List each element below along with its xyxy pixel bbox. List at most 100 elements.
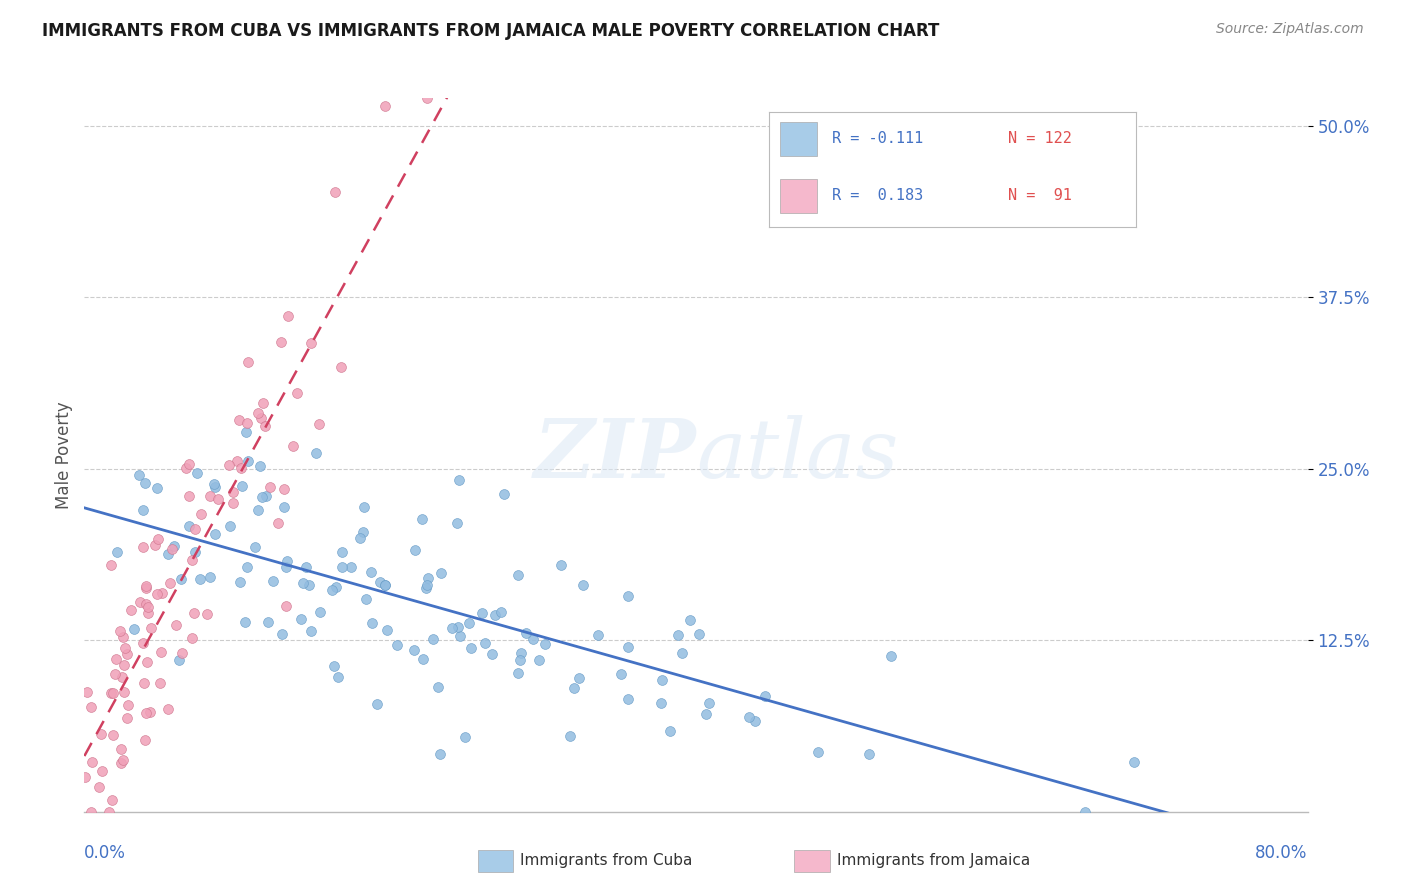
Point [135, 655, 157, 669]
Point [105, 544, 128, 558]
Point [75, 770, 97, 784]
Point [195, 607, 218, 621]
Point [411, 512, 433, 526]
Point [235, 615, 257, 630]
Text: Immigrants from Cuba: Immigrants from Cuba [520, 854, 693, 868]
Point [141, 622, 163, 636]
Point [190, 507, 212, 521]
Point [309, 606, 332, 620]
Point [100, 558, 122, 572]
Point [374, 98, 396, 112]
Point [90, 764, 112, 778]
Point [101, 728, 124, 742]
Point [366, 697, 388, 711]
Point [550, 558, 572, 573]
Point [253, 419, 276, 434]
Point [360, 565, 382, 579]
Point [325, 185, 347, 199]
Point [671, 646, 693, 660]
Point [273, 500, 295, 515]
Point [177, 457, 200, 471]
Point [586, 628, 609, 642]
Point [568, 671, 591, 685]
Point [325, 580, 347, 594]
Point [218, 458, 240, 472]
Point [132, 676, 155, 690]
Point [238, 454, 260, 468]
Point [737, 710, 759, 724]
Point [97, 805, 120, 819]
Point [474, 636, 496, 650]
Point [276, 554, 298, 568]
Point [114, 685, 136, 699]
Point [879, 648, 901, 663]
Point [131, 503, 153, 517]
Point [429, 747, 451, 762]
Point [446, 516, 468, 530]
Point [143, 538, 166, 552]
Point [135, 579, 157, 593]
Point [277, 309, 299, 323]
Point [257, 615, 280, 630]
Point [522, 632, 544, 646]
Point [183, 522, 205, 536]
Point [134, 476, 156, 491]
Point [368, 575, 391, 590]
Point [404, 542, 426, 557]
Point [308, 417, 330, 431]
Point [1074, 805, 1097, 819]
Text: atlas: atlas [696, 415, 898, 495]
Point [236, 559, 259, 574]
Point [454, 730, 477, 744]
Point [174, 461, 197, 475]
Point [252, 396, 274, 410]
Point [508, 666, 530, 681]
Point [179, 489, 201, 503]
Point [484, 607, 506, 622]
Point [262, 574, 284, 589]
Point [204, 527, 226, 541]
Point [354, 591, 377, 606]
Point [858, 747, 880, 761]
Text: 80.0%: 80.0% [1256, 844, 1308, 862]
Point [274, 559, 297, 574]
Point [688, 626, 710, 640]
Point [221, 485, 243, 500]
Point [183, 606, 205, 620]
Point [426, 680, 449, 694]
Point [172, 646, 194, 660]
Point [321, 582, 343, 597]
Point [650, 696, 672, 710]
Point [385, 638, 408, 652]
Point [149, 645, 172, 659]
Text: Source: ZipAtlas.com: Source: ZipAtlas.com [1216, 22, 1364, 37]
Text: 0.0%: 0.0% [84, 844, 127, 862]
Point [617, 691, 640, 706]
Point [679, 613, 702, 627]
Point [353, 500, 375, 515]
Point [229, 461, 252, 475]
Point [298, 577, 321, 591]
Point [449, 629, 471, 643]
Point [184, 545, 207, 559]
Point [247, 503, 270, 517]
Point [87, 780, 110, 795]
Point [134, 733, 156, 747]
Point [198, 570, 221, 584]
Point [131, 540, 153, 554]
Point [349, 531, 371, 545]
Point [254, 489, 277, 503]
Point [117, 698, 139, 712]
Point [447, 473, 470, 487]
Point [135, 581, 157, 595]
Point [695, 706, 717, 721]
Point [148, 532, 170, 546]
Point [806, 745, 828, 759]
Point [529, 653, 551, 667]
Point [146, 587, 169, 601]
Point [156, 547, 179, 561]
Point [228, 413, 250, 427]
Point [422, 632, 444, 646]
Point [235, 425, 257, 439]
Text: ZIP: ZIP [533, 415, 696, 495]
